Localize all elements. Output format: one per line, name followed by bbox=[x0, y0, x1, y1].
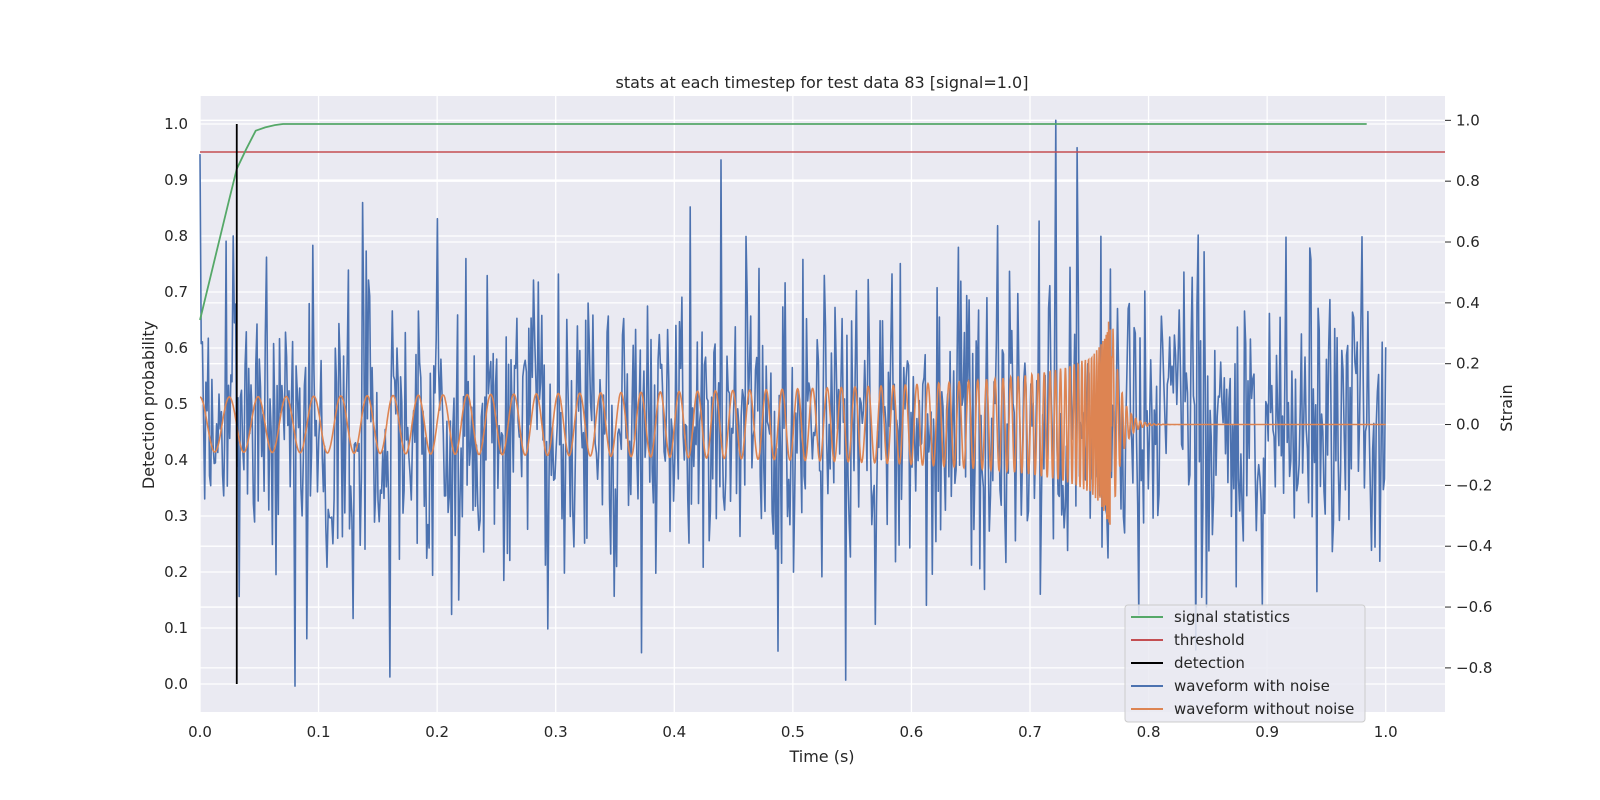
waveform-without-noise-line bbox=[199, 321, 1386, 525]
y-tick-label: 0.0 bbox=[164, 675, 188, 693]
y-tick-label: 0.5 bbox=[164, 395, 188, 413]
y-axis-label: Detection probability bbox=[139, 321, 158, 489]
y2-tick-label: 0.8 bbox=[1456, 172, 1480, 190]
y2-tick-label: −0.8 bbox=[1456, 659, 1492, 677]
x-tick-label: 0.1 bbox=[307, 723, 331, 741]
y-axis-ticks: 0.0 0.1 0.2 0.3 0.4 0.5 0.6 0.7 0.8 0.9 1.0 bbox=[164, 115, 188, 693]
y-tick-label: 1.0 bbox=[164, 115, 188, 133]
x-tick-label: 0.6 bbox=[899, 723, 923, 741]
y2-tick-label: 0.0 bbox=[1456, 416, 1480, 434]
waveform-with-noise-line bbox=[199, 119, 1387, 687]
y-tick-label: 0.3 bbox=[164, 507, 188, 525]
y2-tick-label: −0.6 bbox=[1456, 598, 1492, 616]
chart-title: stats at each timestep for test data 83 … bbox=[616, 73, 1029, 92]
x-tick-label: 1.0 bbox=[1374, 723, 1398, 741]
y2-tick-label: −0.2 bbox=[1456, 476, 1492, 494]
series-waveform-with-noise bbox=[199, 119, 1387, 687]
x-axis-ticks: 0.0 0.1 0.2 0.3 0.4 0.5 0.6 0.7 0.8 0.9 1.0 bbox=[188, 723, 1398, 741]
signal-statistics-line bbox=[199, 123, 1367, 321]
y2-axis-label: Strain bbox=[1497, 384, 1516, 431]
x-tick-label: 0.3 bbox=[544, 723, 568, 741]
legend-box bbox=[1124, 604, 1366, 723]
y-tick-label: 0.1 bbox=[164, 619, 188, 637]
legend-label-waveform-with-noise: waveform with noise bbox=[1174, 677, 1330, 695]
y2-tick-label: 0.6 bbox=[1456, 233, 1480, 251]
x-tick-label: 0.5 bbox=[781, 723, 805, 741]
y-tick-label: 0.7 bbox=[164, 283, 188, 301]
series-waveform-without-noise bbox=[199, 321, 1386, 525]
x-tick-label: 0.0 bbox=[188, 723, 212, 741]
legend-label-waveform-without-noise: waveform without noise bbox=[1174, 700, 1354, 718]
y-tick-label: 0.6 bbox=[164, 339, 188, 357]
x-tick-label: 0.7 bbox=[1018, 723, 1042, 741]
y2-tick-label: 1.0 bbox=[1456, 111, 1480, 129]
y2-tick-label: −0.4 bbox=[1456, 537, 1492, 555]
y2-tick-label: 0.2 bbox=[1456, 355, 1480, 373]
y-tick-label: 0.4 bbox=[164, 451, 188, 469]
legend: signal statistics threshold detection wa… bbox=[1124, 604, 1366, 723]
x-tick-label: 0.9 bbox=[1255, 723, 1279, 741]
y-tick-label: 0.9 bbox=[164, 171, 188, 189]
x-tick-label: 0.2 bbox=[425, 723, 449, 741]
x-tick-label: 0.8 bbox=[1137, 723, 1161, 741]
legend-label-threshold: threshold bbox=[1174, 631, 1245, 649]
y-tick-label: 0.2 bbox=[164, 563, 188, 581]
x-axis-label: Time (s) bbox=[788, 747, 854, 766]
x-tick-label: 0.4 bbox=[662, 723, 686, 741]
legend-label-signal-statistics: signal statistics bbox=[1174, 608, 1290, 626]
y2-axis-ticks: −0.8 −0.6 −0.4 −0.2 0.0 0.2 0.4 0.6 0.8 1.0 bbox=[1445, 111, 1492, 677]
legend-label-detection: detection bbox=[1174, 654, 1245, 672]
y-tick-label: 0.8 bbox=[164, 227, 188, 245]
y2-tick-label: 0.4 bbox=[1456, 294, 1480, 312]
series-signal-statistics bbox=[199, 123, 1367, 321]
